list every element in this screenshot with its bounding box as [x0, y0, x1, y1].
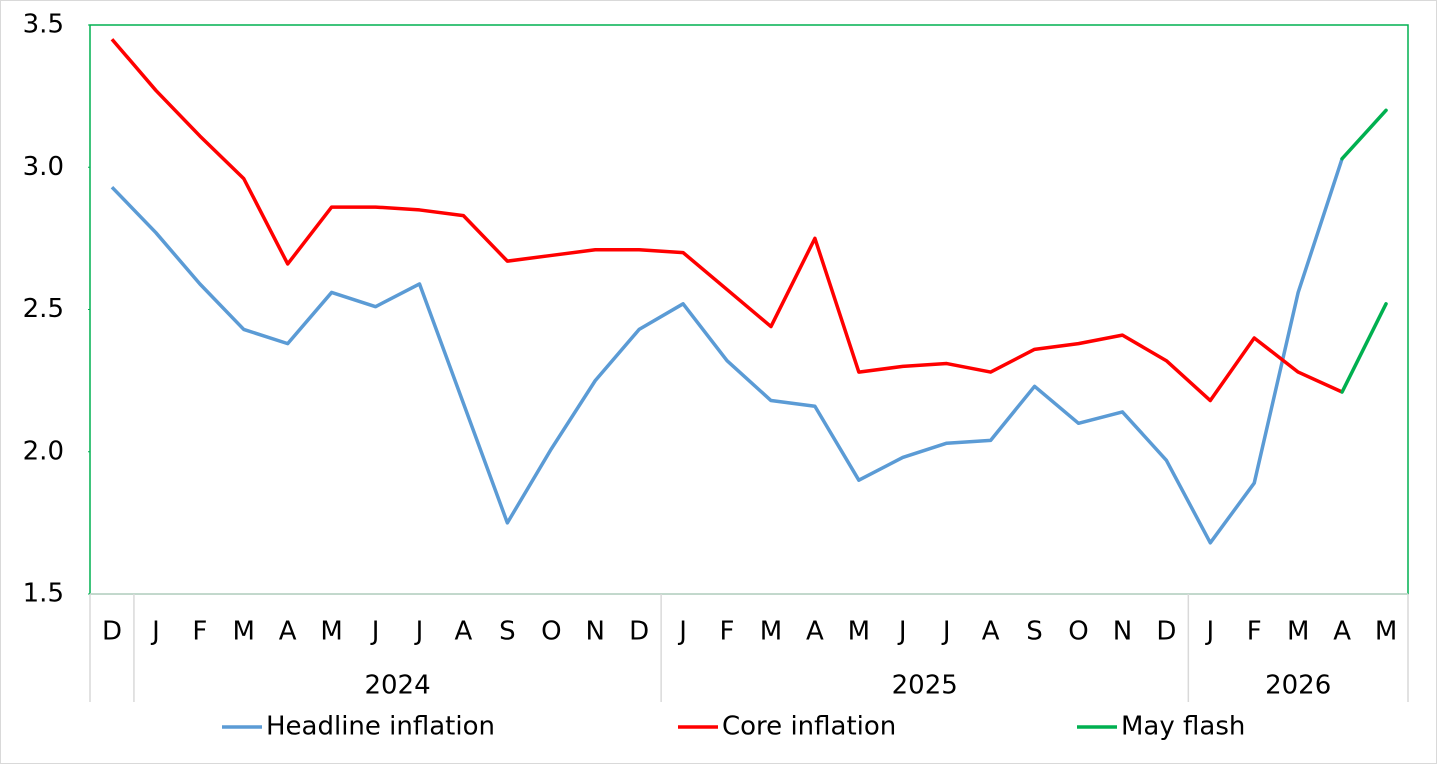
- x-tick-label: O: [1068, 617, 1088, 647]
- x-tick-label: F: [720, 617, 735, 647]
- x-tick-label: M: [233, 617, 255, 647]
- x-tick-label: J: [941, 617, 951, 647]
- x-group-label: 2025: [892, 671, 958, 701]
- x-tick-label: M: [760, 617, 782, 647]
- flash-line: [1340, 302, 1388, 394]
- legend-label: May flash: [1121, 712, 1245, 742]
- x-tick-label: A: [455, 617, 473, 647]
- y-tick-label: 1.5: [23, 579, 64, 609]
- legend-label: Headline inflation: [266, 712, 495, 742]
- x-tick-label: A: [1333, 617, 1351, 647]
- x-tick-label: D: [1156, 617, 1176, 647]
- x-tick-label: N: [1113, 617, 1132, 647]
- x-tick-label: D: [629, 617, 649, 647]
- x-tick-label: J: [897, 617, 907, 647]
- x-tick-label: J: [677, 617, 687, 647]
- x-tick-label: J: [1204, 617, 1214, 647]
- x-tick-label: J: [414, 617, 424, 647]
- x-group-label: 2026: [1265, 671, 1331, 701]
- x-tick-label: M: [1375, 617, 1397, 647]
- x-group-label: 2024: [364, 671, 430, 701]
- x-tick-label: M: [1287, 617, 1309, 647]
- series-line: [110, 38, 1343, 403]
- y-tick-label: 3.5: [23, 10, 64, 40]
- x-tick-label: A: [279, 617, 297, 647]
- x-tick-label: O: [541, 617, 561, 647]
- flash-line: [1340, 108, 1388, 161]
- legend-label: Core inflation: [722, 712, 896, 742]
- y-tick-label: 2.5: [23, 294, 64, 324]
- x-tick-label: S: [1026, 617, 1043, 647]
- x-tick-label: M: [848, 617, 870, 647]
- x-tick-label: N: [586, 617, 605, 647]
- x-tick-label: D: [102, 617, 122, 647]
- x-tick-label: M: [320, 617, 342, 647]
- y-tick-label: 3.0: [23, 152, 64, 182]
- series-line: [110, 158, 1344, 545]
- y-tick-label: 2.0: [23, 436, 64, 466]
- x-tick-label: A: [982, 617, 1000, 647]
- x-tick-label: A: [806, 617, 824, 647]
- x-tick-label: J: [370, 617, 380, 647]
- x-tick-label: F: [1247, 617, 1262, 647]
- x-tick-label: S: [499, 617, 516, 647]
- x-tick-label: J: [150, 617, 160, 647]
- x-tick-label: F: [192, 617, 207, 647]
